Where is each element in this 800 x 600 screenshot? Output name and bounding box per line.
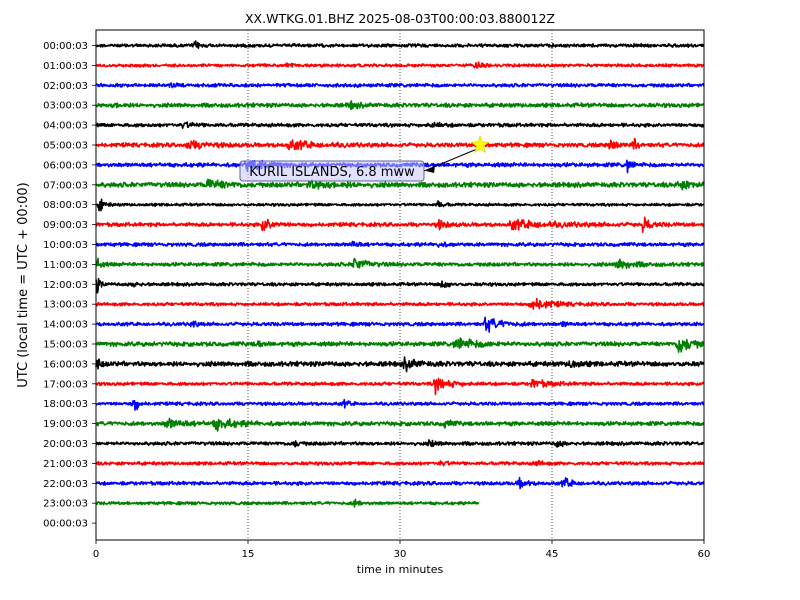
y-tick-label-14: 14:00:03 [43,320,88,331]
y-tick-label-1: 01:00:03 [43,61,88,72]
event-annotation: KURIL ISLANDS, 6.8 mww [239,135,490,182]
y-tick-label-5: 05:00:03 [43,141,88,152]
trace-row-2 [95,82,705,89]
annotation-label-0: KURIL ISLANDS, 6.8 mww [249,165,415,180]
y-tick-label-18: 18:00:03 [43,399,88,410]
trace-row-8 [95,198,705,212]
trace-row-23 [95,498,480,508]
trace-row-18 [95,398,705,411]
y-tick-label-23: 23:00:03 [43,499,88,510]
y-tick-label-10: 10:00:03 [43,240,88,251]
x-tick-label-1: 15 [242,549,255,560]
y-tick-label-21: 21:00:03 [43,459,88,470]
chart-title: XX.WTKG.01.BHZ 2025-08-03T00:00:03.88001… [245,11,555,26]
trace-row-3 [95,100,705,111]
event-star-marker [470,135,490,153]
trace-row-10 [95,240,705,248]
y-axis-label: UTC (local time = UTC + 00:00) [16,182,31,387]
trace-row-7 [95,178,705,191]
plot-frame [95,29,705,541]
y-tick-label-24: 00:00:03 [43,519,88,530]
trace-row-0 [95,40,705,49]
trace-row-12 [95,277,705,294]
y-tick-label-3: 03:00:03 [43,101,88,112]
annotation-arrowhead [426,166,435,173]
trace-row-21 [95,459,705,467]
annotation-box [239,160,425,182]
trace-row-19 [95,417,705,432]
trace-row-13 [95,297,705,310]
y-tick-label-8: 08:00:03 [43,200,88,211]
y-tick-label-12: 12:00:03 [43,280,88,291]
y-tick-label-20: 20:00:03 [43,439,88,450]
x-tick-label-0: 0 [93,549,99,560]
y-tick-label-16: 16:00:03 [43,359,88,370]
y-tick-label-22: 22:00:03 [43,479,88,490]
trace-row-17 [95,377,705,396]
trace-row-5 [95,137,705,151]
y-tick-label-2: 02:00:03 [43,81,88,92]
y-tick-label-6: 06:00:03 [43,160,88,171]
y-tick-label-4: 04:00:03 [43,121,88,132]
y-tick-label-11: 11:00:03 [43,260,88,271]
y-tick-label-19: 19:00:03 [43,419,88,430]
trace-row-15 [95,337,705,353]
y-tick-labels: 00:00:03 01:00:03 02:00:03 03:00:03 04:00:03… [43,41,96,530]
x-tick-label-3: 45 [546,549,559,560]
x-tick-label-4: 60 [698,549,711,560]
trace-row-16 [95,356,705,373]
trace-row-14 [95,316,705,333]
trace-row-1 [95,61,705,69]
y-tick-label-7: 07:00:03 [43,180,88,191]
y-tick-label-13: 13:00:03 [43,300,88,311]
y-tick-label-0: 00:00:03 [43,41,88,52]
trace-row-4 [95,121,705,129]
trace-row-9 [95,216,705,233]
y-tick-label-17: 17:00:03 [43,379,88,390]
trace-row-20 [95,439,705,448]
y-tick-label-15: 15:00:03 [43,340,88,351]
seismic-traces [95,40,705,508]
trace-row-11 [95,257,705,270]
x-axis-label: time in minutes [357,563,444,576]
x-ticks: 0 15 30 45 60 [93,540,711,560]
x-tick-label-2: 30 [394,549,407,560]
y-tick-label-9: 09:00:03 [43,220,88,231]
trace-row-22 [95,476,705,490]
